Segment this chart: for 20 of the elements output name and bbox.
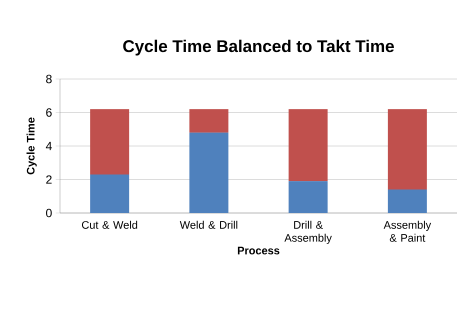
y-axis-title: Cycle Time (26, 118, 37, 174)
bar (388, 109, 427, 190)
chart-title: Cycle Time Balanced to Takt Time (123, 40, 394, 56)
x-tick-label: Weld & Drill (180, 220, 238, 229)
x-tick-label: Assembly & Paint (384, 220, 432, 242)
bar (388, 190, 427, 213)
y-tick-label: 2 (46, 175, 52, 184)
bar (189, 132, 228, 213)
bar (189, 109, 228, 133)
y-tick-label: 6 (46, 108, 52, 117)
bar (288, 181, 328, 213)
y-tick-label: 0 (46, 208, 52, 218)
bar (90, 174, 130, 213)
y-tick-label: 8 (46, 74, 52, 84)
bar (288, 109, 328, 182)
y-tick-label: 4 (46, 142, 52, 150)
x-axis-title: Process (238, 246, 280, 254)
x-tick-label: Cut & Weld (82, 220, 138, 229)
x-tick-label: Drill & Assembly (284, 220, 332, 244)
bar (90, 109, 130, 174)
